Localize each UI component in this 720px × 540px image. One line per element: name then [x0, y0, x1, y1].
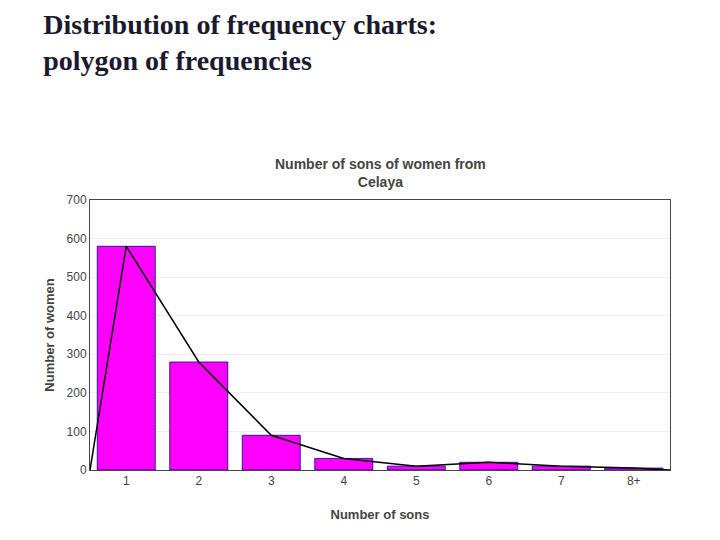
svg-text:6: 6 — [485, 474, 492, 488]
svg-text:200: 200 — [67, 386, 87, 400]
svg-text:700: 700 — [67, 193, 87, 207]
svg-text:Distribution of frequency char: Distribution of frequency charts:polygon… — [43, 9, 437, 76]
svg-text:100: 100 — [67, 425, 87, 439]
svg-text:0: 0 — [80, 463, 87, 477]
svg-text:600: 600 — [67, 232, 87, 246]
svg-text:8+: 8+ — [627, 474, 641, 488]
svg-text:400: 400 — [67, 309, 87, 323]
svg-text:3: 3 — [268, 474, 275, 488]
svg-text:300: 300 — [67, 347, 87, 361]
svg-text:Number of sons: Number of sons — [331, 507, 430, 522]
svg-text:1: 1 — [123, 474, 130, 488]
svg-text:4: 4 — [340, 474, 347, 488]
svg-text:2: 2 — [195, 474, 202, 488]
svg-text:500: 500 — [67, 270, 87, 284]
svg-text:5: 5 — [413, 474, 420, 488]
svg-text:7: 7 — [558, 474, 565, 488]
svg-text:Number of sons of women fromCe: Number of sons of women fromCelaya — [275, 156, 486, 190]
svg-text:Number of women: Number of women — [42, 278, 57, 391]
